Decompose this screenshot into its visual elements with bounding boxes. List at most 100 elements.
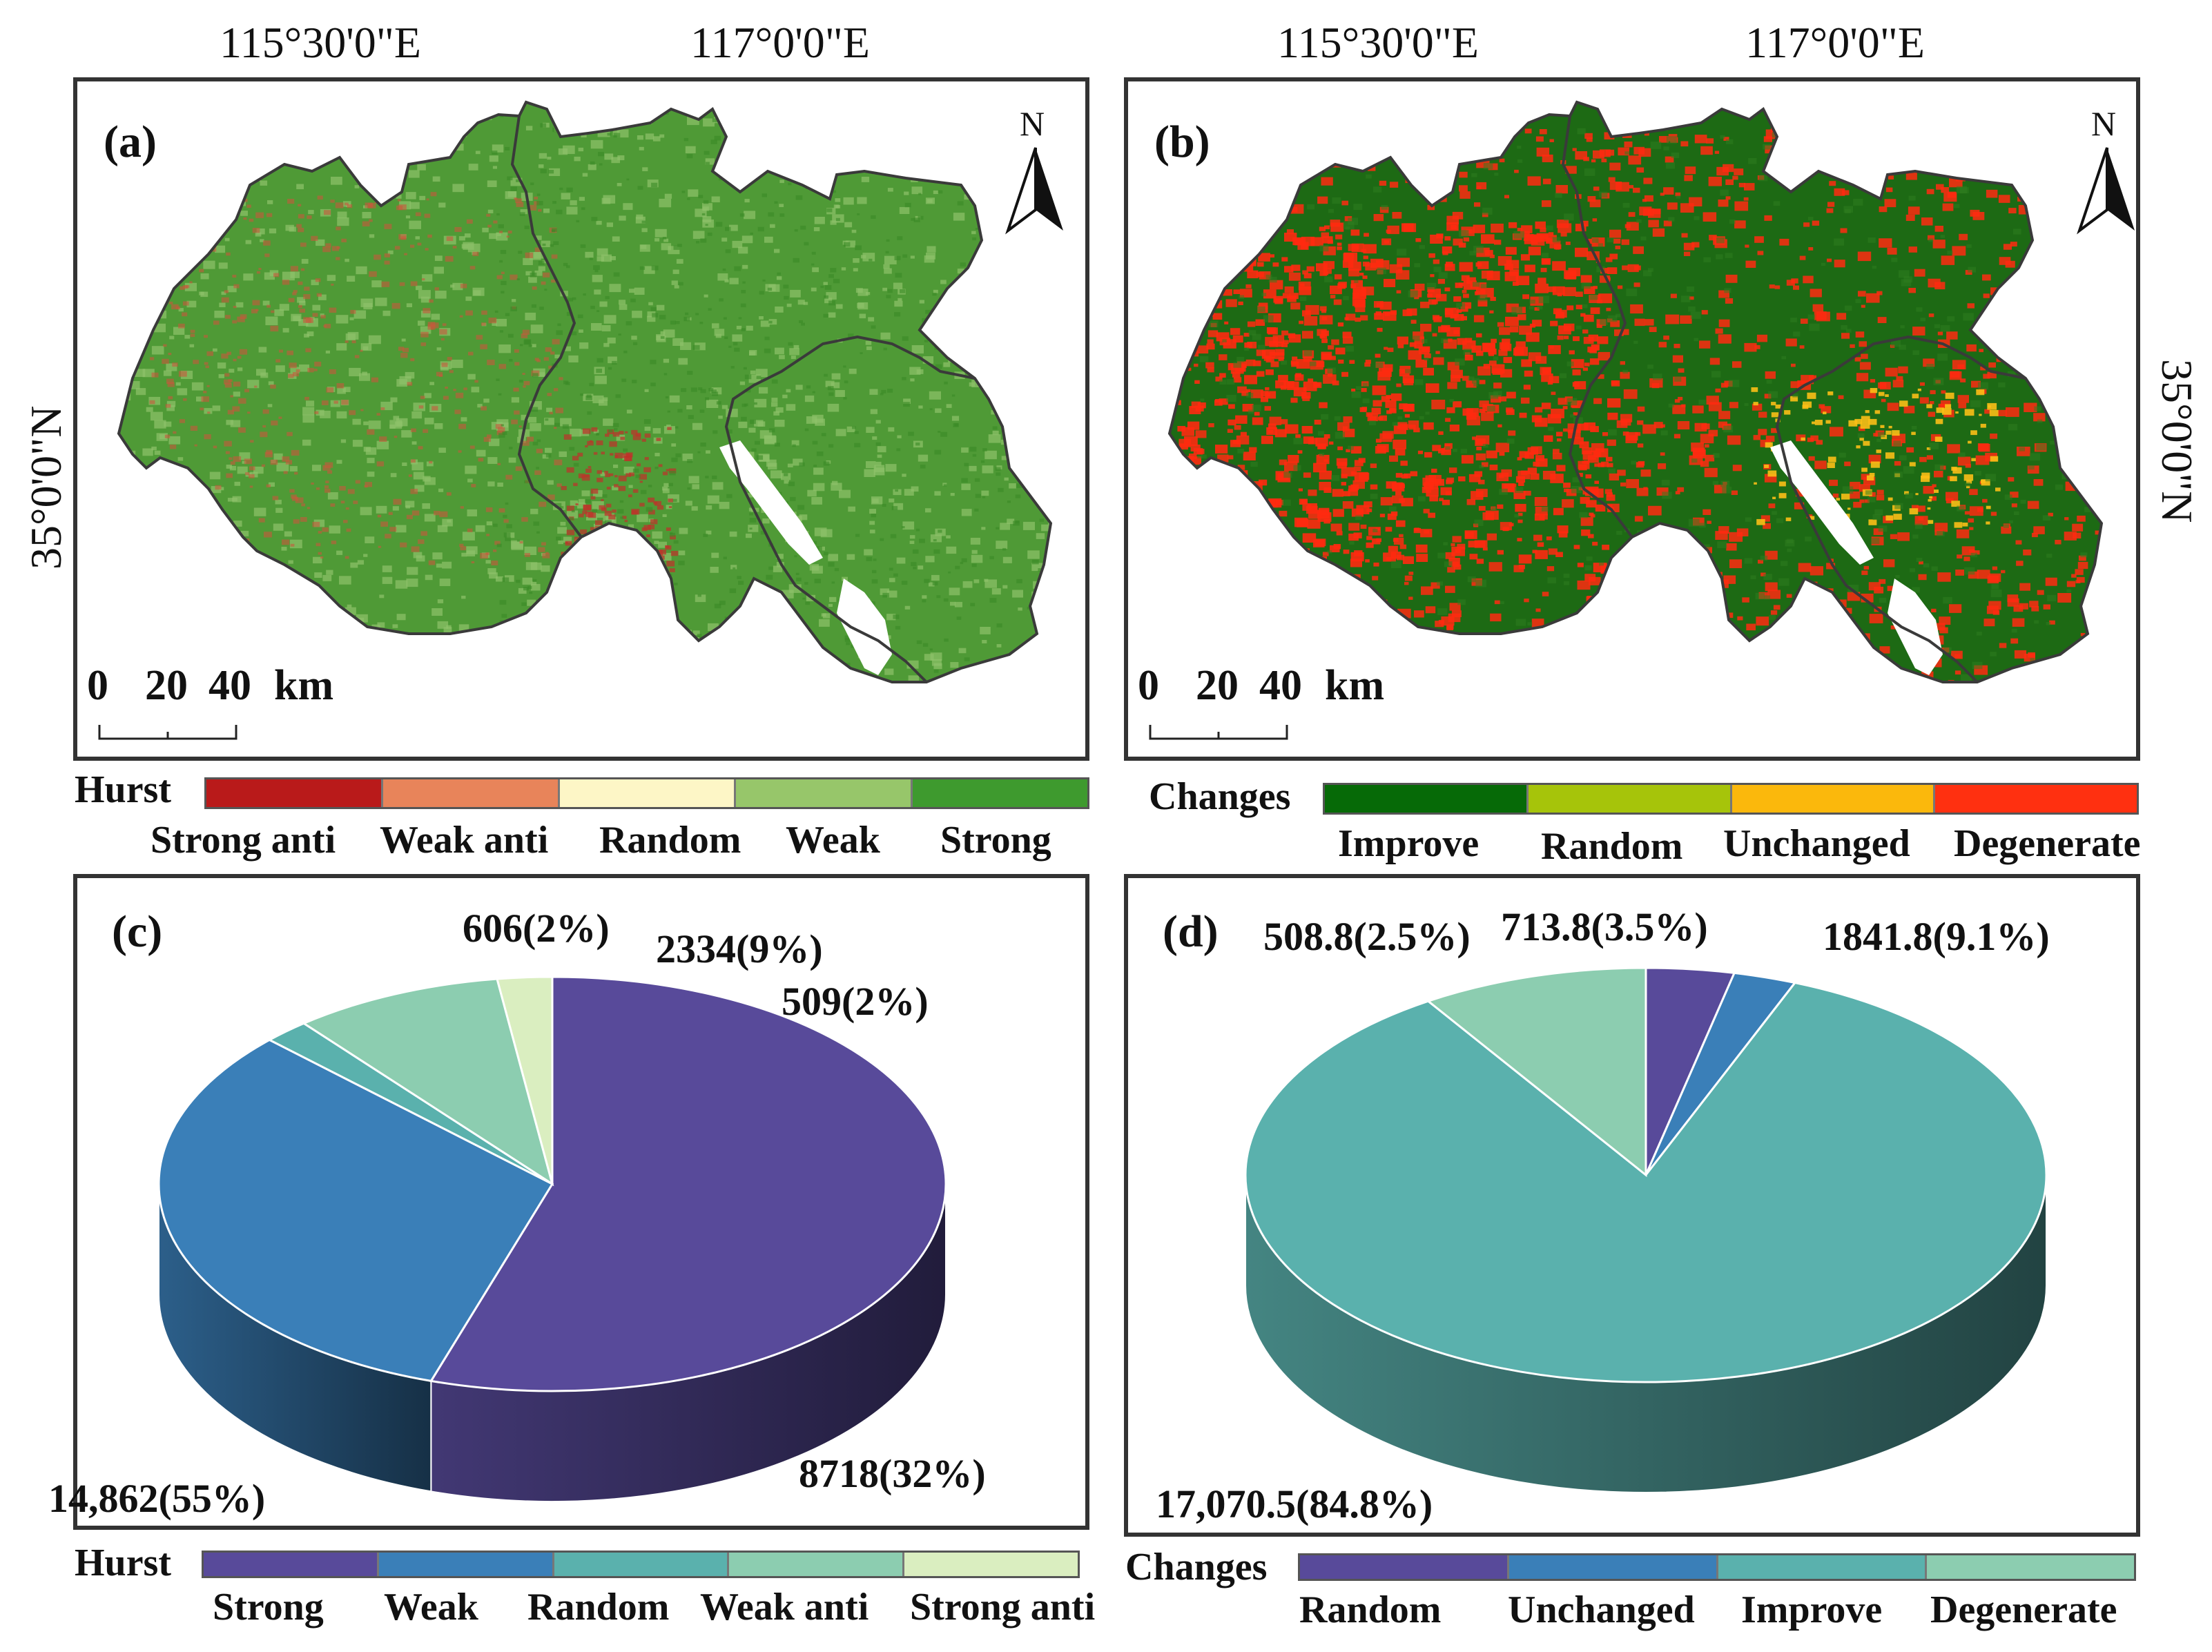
legend-c-colorbar <box>202 1551 1080 1578</box>
map-b-boundary <box>1775 335 2026 683</box>
pie-d-data-label: 1841.8(9.1%) <box>1823 914 2050 959</box>
map-a-region <box>119 102 1051 682</box>
scale-40: 40 <box>208 662 251 709</box>
lon-label-b2: 117°0'0"E <box>1745 18 1925 67</box>
legend-c-label: Strong anti <box>910 1586 1096 1629</box>
scale-0: 0 <box>1138 662 1159 709</box>
pie-c-data-label: 8718(32%) <box>799 1451 986 1496</box>
scale-20: 20 <box>1196 662 1239 709</box>
legend-a-label: Strong anti <box>151 819 336 862</box>
legend-b-swatch <box>1933 785 2137 813</box>
north-label-b: N <box>2091 104 2117 143</box>
legend-c-label: Weak anti <box>700 1586 869 1629</box>
pie-c-slice-weak-anti <box>301 978 554 1187</box>
legend-a-swatch <box>206 779 381 807</box>
legend-a-label: Weak <box>786 819 880 862</box>
legend-a-swatch <box>557 779 735 807</box>
changes-pie-chart: 713.8(3.5%) 508.8(2.5%) 17,070.5(84.8%) 184… <box>1156 904 2050 1526</box>
north-label-a: N <box>1020 104 1045 143</box>
legend-d-swatch <box>1716 1555 1925 1579</box>
pie-c-data-label: 14,862(55%) <box>48 1476 265 1521</box>
legend-b-title: Changes <box>1149 775 1291 818</box>
legend-c-swatch <box>376 1553 552 1576</box>
legend-a-label: Weak anti <box>380 819 549 862</box>
lon-label-a2: 117°0'0"E <box>690 18 870 67</box>
legend-b-swatch <box>1729 785 1934 813</box>
legend-d-swatch <box>1925 1555 2134 1579</box>
pie-c-slice-weak <box>157 1038 554 1383</box>
map-b-boundary <box>1561 115 1633 538</box>
legend-a-swatch <box>734 779 911 807</box>
legend-d-label: Degenerate <box>1930 1588 2117 1631</box>
pie-d-data-label: 713.8(3.5%) <box>1501 904 1708 949</box>
legend-b-label: Unchanged <box>1723 822 1910 865</box>
scale-bar-icon <box>98 725 237 740</box>
map-b-outline <box>1167 100 2104 683</box>
legend-b-label: Degenerate <box>1954 822 2141 865</box>
legend-c-swatch <box>552 1553 728 1576</box>
legend-d-title: Changes <box>1125 1546 1268 1588</box>
map-a-lake <box>837 579 892 675</box>
panel-d-pie: (d) 713.8(3.5%) 508.8(2.5%) 17,070.5(84.8%… <box>1124 874 2140 1537</box>
panel-a-tag: (a) <box>104 117 157 167</box>
scale-bar-icon <box>1149 725 1288 740</box>
scale-20: 20 <box>145 662 188 709</box>
pie-d-data-label: 17,070.5(84.8%) <box>1156 1481 1433 1526</box>
north-arrow-icon <box>2077 147 2135 235</box>
panel-a-map: (a) N 0 20 40 km <box>73 77 1089 761</box>
scale-unit: km <box>274 662 334 709</box>
map-a-boundary <box>724 335 976 683</box>
legend-d-label: Unchanged <box>1508 1588 1695 1631</box>
pie-d-slice-improve <box>1244 981 2048 1383</box>
legend-a-label: Random <box>599 819 741 862</box>
map-a-lake <box>719 440 823 565</box>
legend-b-label: Random <box>1541 825 1683 868</box>
legend-b-label: Improve <box>1338 822 1479 865</box>
hurst-pie-chart: 14,862(55%) 8718(32%) 509(2%) 2334(9%) 606(2… <box>48 906 986 1521</box>
pie-c-data-label: 606(2%) <box>463 906 610 951</box>
legend-c-label: Weak <box>384 1586 478 1629</box>
legend-c-swatch <box>204 1553 377 1576</box>
hurst-map <box>117 100 1053 683</box>
scale-40: 40 <box>1259 662 1302 709</box>
legend-a-colorbar <box>204 777 1089 809</box>
pie-c-slice-strong <box>429 975 947 1392</box>
legend-a-title: Hurst <box>75 768 171 811</box>
changes-map <box>1167 100 2104 683</box>
panel-d-tag: (d) <box>1163 906 1219 957</box>
pie-d-data-label: 508.8(2.5%) <box>1263 914 1471 959</box>
panel-c-tag: (c) <box>112 906 163 957</box>
map-a-outline <box>117 100 1053 683</box>
panel-b-tag: (b) <box>1154 117 1210 167</box>
pie-c-data-label: 509(2%) <box>782 979 929 1024</box>
legend-b-swatch <box>1526 785 1730 813</box>
scale-unit: km <box>1325 662 1385 709</box>
scale-0: 0 <box>87 662 108 709</box>
legend-c-label: Strong <box>213 1586 324 1629</box>
legend-c-swatch <box>727 1553 903 1576</box>
pie-d-top <box>1244 966 2048 1383</box>
lon-label-b1: 115°30'0"E <box>1277 18 1479 67</box>
panel-c-pie: (c) 14,862(55%) 8718(32%) 509(2%) 2334(9%) 6… <box>48 874 1089 1530</box>
legend-a-swatch <box>380 779 558 807</box>
pie-c-top <box>157 975 947 1392</box>
legend-c-swatch <box>902 1553 1078 1576</box>
north-arrow-icon <box>1005 147 1063 235</box>
map-b-lake <box>1770 440 1874 565</box>
pie-d-slice-degenerate <box>1426 966 1647 1178</box>
legend-d-swatch <box>1300 1555 1507 1579</box>
legend-c-label: Random <box>527 1586 670 1629</box>
map-a-boundary <box>510 115 583 538</box>
legend-a-label: Strong <box>940 819 1051 862</box>
lat-label-left: 35°0'0"N <box>21 405 70 570</box>
legend-c-title: Hurst <box>75 1542 171 1584</box>
lat-label-right: 35°0'0"N <box>2153 359 2202 523</box>
panel-b-map: (b) N 0 20 40 km <box>1124 77 2140 761</box>
legend-b-swatch <box>1325 785 1526 813</box>
legend-d-label: Improve <box>1741 1588 1883 1631</box>
legend-d-colorbar <box>1298 1553 2136 1581</box>
lon-label-a1: 115°30'0"E <box>220 18 421 67</box>
map-b-lake <box>1888 579 1943 675</box>
legend-d-label: Random <box>1299 1588 1442 1631</box>
legend-b-colorbar <box>1323 783 2139 815</box>
